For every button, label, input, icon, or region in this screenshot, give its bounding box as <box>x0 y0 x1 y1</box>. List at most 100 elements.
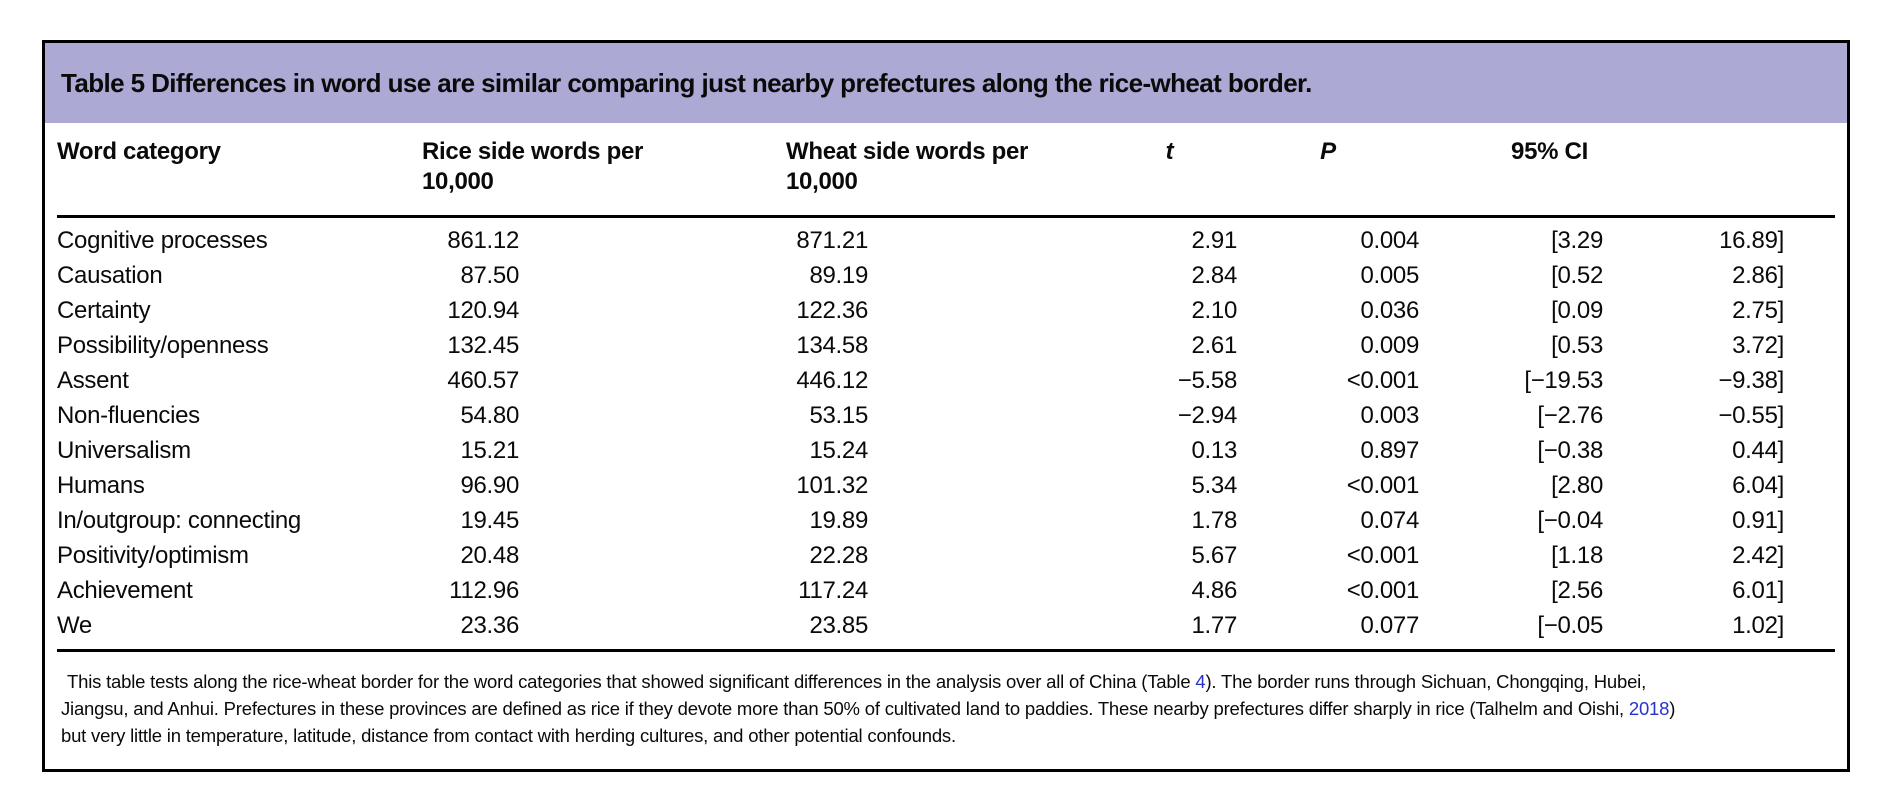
col-header-wheat: Wheat side words per 10,000 <box>786 137 1102 215</box>
cell-p-value: <0.001 <box>1346 472 1420 499</box>
table-body: Cognitive processes 861.12 871.21 2.91 0… <box>45 218 1847 645</box>
cell-ci-lower: [−19.53 <box>1524 367 1603 394</box>
cell-wheat-value: 23.85 <box>809 612 868 639</box>
cell-word-category: Assent <box>57 367 129 394</box>
col-header-p: P <box>1320 138 1336 165</box>
col-header-word-category: Word category <box>57 138 221 165</box>
table-row: Achievement 112.96 117.24 4.86 <0.001 [2… <box>57 573 1835 608</box>
footnote-text: ) <box>1669 698 1676 719</box>
cell-wheat-value: 117.24 <box>798 577 868 604</box>
cell-rice-value: 15.21 <box>460 437 519 464</box>
cell-t-value: −5.58 <box>1177 367 1238 394</box>
table-row: Causation 87.50 89.19 2.84 0.005 [0.52 2… <box>57 258 1835 293</box>
cell-word-category: Non-fluencies <box>57 402 200 429</box>
col-header-t: t <box>1165 138 1174 165</box>
table-row: In/outgroup: connecting 19.45 19.89 1.78… <box>57 503 1835 538</box>
cell-wheat-value: 89.19 <box>809 262 868 289</box>
cell-ci-lower: [3.29 <box>1551 227 1603 254</box>
cell-ci-lower: [−0.38 <box>1537 437 1603 464</box>
cell-word-category: Cognitive processes <box>57 227 268 254</box>
cell-t-value: 5.67 <box>1191 542 1237 569</box>
table-row: Universalism 15.21 15.24 0.13 0.897 [−0.… <box>57 433 1835 468</box>
table-row: Certainty 120.94 122.36 2.10 0.036 [0.09… <box>57 293 1835 328</box>
footnote-text: but very little in temperature, latitude… <box>61 725 956 746</box>
body-divider <box>57 649 1835 652</box>
cell-p-value: 0.036 <box>1360 297 1419 324</box>
cell-p-value: 0.004 <box>1360 227 1419 254</box>
cell-p-value: 0.897 <box>1360 437 1419 464</box>
header-divider <box>57 215 1835 218</box>
cell-ci-lower: [0.53 <box>1551 332 1603 359</box>
cell-ci-lower: [2.80 <box>1551 472 1603 499</box>
footnote-text: ). The border runs through Sichuan, Chon… <box>1205 671 1647 692</box>
citation-link[interactable]: 4 <box>1195 671 1206 692</box>
cell-wheat-value: 446.12 <box>796 367 868 394</box>
cell-wheat-value: 15.24 <box>809 437 868 464</box>
cell-t-value: 4.86 <box>1191 577 1237 604</box>
table-row: Non-fluencies 54.80 53.15 −2.94 0.003 [−… <box>57 398 1835 433</box>
cell-ci-lower: [−0.04 <box>1537 507 1603 534</box>
cell-rice-value: 132.45 <box>447 332 519 359</box>
cell-t-value: 2.91 <box>1191 227 1237 254</box>
cell-t-value: 2.61 <box>1191 332 1237 359</box>
footnote: This table tests along the rice-wheat bo… <box>45 652 1847 769</box>
cell-word-category: Universalism <box>57 437 191 464</box>
cell-rice-value: 54.80 <box>460 402 519 429</box>
cell-ci-upper: 2.75] <box>1732 297 1784 324</box>
cell-p-value: 0.005 <box>1360 262 1419 289</box>
footnote-text: This table tests along the rice-wheat bo… <box>67 671 1196 692</box>
table-row: Positivity/optimism 20.48 22.28 5.67 <0.… <box>57 538 1835 573</box>
cell-t-value: 2.10 <box>1191 297 1237 324</box>
cell-ci-upper: 0.44] <box>1732 437 1784 464</box>
table-row: Humans 96.90 101.32 5.34 <0.001 [2.80 6.… <box>57 468 1835 503</box>
cell-ci-upper: 6.04] <box>1732 472 1784 499</box>
cell-word-category: Certainty <box>57 297 151 324</box>
cell-wheat-value: 22.28 <box>809 542 868 569</box>
cell-ci-upper: −0.55] <box>1718 402 1784 429</box>
cell-p-value: 0.077 <box>1360 612 1419 639</box>
cell-word-category: Achievement <box>57 577 193 604</box>
cell-t-value: 0.13 <box>1191 437 1237 464</box>
cell-rice-value: 460.57 <box>447 367 519 394</box>
col-header-ci: 95% CI <box>1511 138 1588 165</box>
cell-p-value: 0.003 <box>1360 402 1419 429</box>
cell-rice-value: 112.96 <box>449 577 519 604</box>
footnote-text: Jiangsu, and Anhui. Prefectures in these… <box>61 698 1629 719</box>
cell-ci-lower: [0.52 <box>1551 262 1603 289</box>
cell-wheat-value: 871.21 <box>796 227 868 254</box>
table-row: Assent 460.57 446.12 −5.58 <0.001 [−19.5… <box>57 363 1835 398</box>
col-header-rice-label: Rice side words per 10,000 <box>422 138 644 195</box>
cell-ci-upper: 2.42] <box>1732 542 1784 569</box>
cell-t-value: 1.77 <box>1191 612 1237 639</box>
cell-wheat-value: 53.15 <box>809 402 868 429</box>
cell-t-value: −2.94 <box>1177 402 1238 429</box>
table-title-bar: Table 5 Differences in word use are simi… <box>45 43 1847 123</box>
table-row: Cognitive processes 861.12 871.21 2.91 0… <box>57 223 1835 258</box>
cell-word-category: We <box>57 612 92 639</box>
table-card: Table 5 Differences in word use are simi… <box>42 40 1850 772</box>
col-header-rice: Rice side words per 10,000 <box>422 137 786 215</box>
cell-word-category: In/outgroup: connecting <box>57 507 301 534</box>
cell-rice-value: 19.45 <box>460 507 519 534</box>
cell-ci-upper: 0.91] <box>1732 507 1784 534</box>
citation-link[interactable]: 2018 <box>1628 698 1670 719</box>
cell-rice-value: 96.90 <box>460 472 519 499</box>
cell-rice-value: 87.50 <box>460 262 519 289</box>
cell-p-value: <0.001 <box>1346 542 1420 569</box>
cell-rice-value: 23.36 <box>460 612 519 639</box>
table-row: Possibility/openness 132.45 134.58 2.61 … <box>57 328 1835 363</box>
cell-ci-lower: [−0.05 <box>1537 612 1603 639</box>
cell-ci-upper: 6.01] <box>1732 577 1784 604</box>
cell-rice-value: 120.94 <box>447 297 519 324</box>
cell-wheat-value: 101.32 <box>796 472 868 499</box>
cell-ci-lower: [2.56 <box>1551 577 1603 604</box>
cell-p-value: <0.001 <box>1346 367 1420 394</box>
cell-ci-upper: 3.72] <box>1732 332 1784 359</box>
cell-wheat-value: 134.58 <box>796 332 868 359</box>
column-header-row: Word category Rice side words per 10,000… <box>45 123 1847 215</box>
cell-word-category: Causation <box>57 262 163 289</box>
cell-word-category: Possibility/openness <box>57 332 269 359</box>
cell-ci-upper: −9.38] <box>1718 367 1784 394</box>
cell-t-value: 1.78 <box>1191 507 1237 534</box>
cell-ci-upper: 16.89] <box>1719 227 1784 254</box>
